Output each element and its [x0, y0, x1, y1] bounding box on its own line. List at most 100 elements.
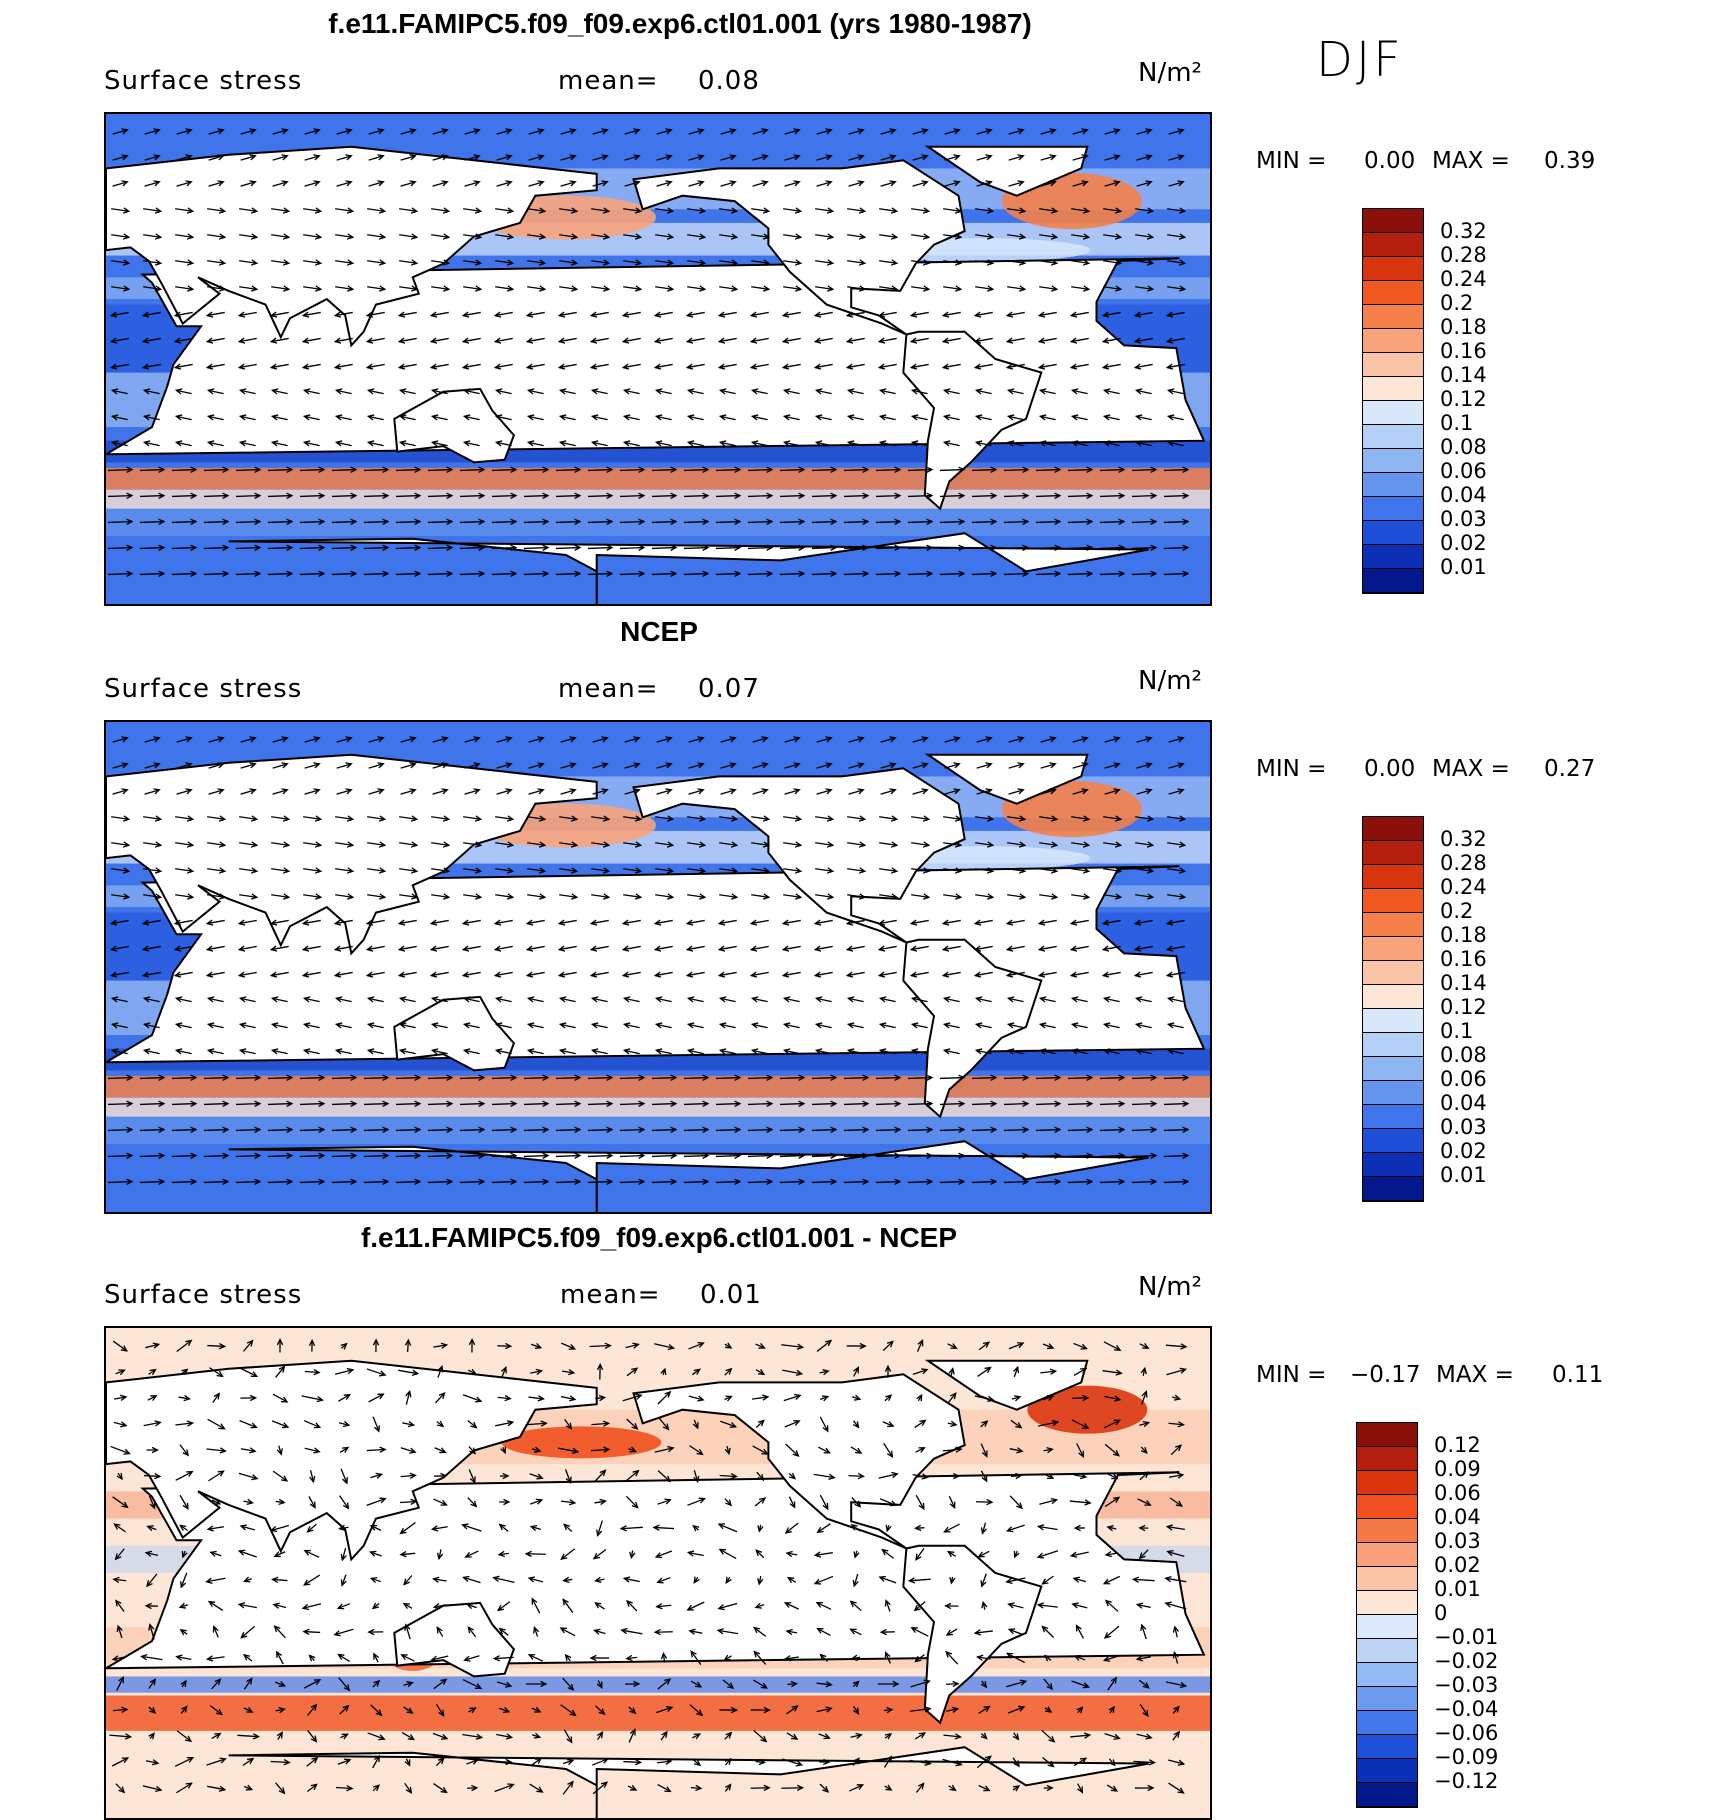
stress-vector [337, 1758, 352, 1765]
stress-vector [209, 1705, 223, 1716]
stress-vector [464, 1550, 479, 1558]
stress-vector [653, 945, 673, 952]
stress-vector [1101, 363, 1121, 370]
stress-band [106, 467, 1210, 490]
colorbar-swatch [1363, 233, 1423, 257]
stress-vector [1133, 945, 1153, 952]
stress-vector [272, 128, 289, 135]
stress-vector [273, 1625, 286, 1639]
stress-vector [781, 1784, 805, 1792]
stress-vector [143, 841, 163, 848]
stress-vector [208, 736, 225, 743]
stress-vector [468, 1337, 476, 1353]
stress-vector [624, 788, 641, 795]
stress-vector [525, 311, 545, 318]
stress-vector [781, 971, 801, 978]
stress-vector [843, 1074, 870, 1081]
stress-vector [1138, 1679, 1150, 1689]
stress-vector [1099, 466, 1126, 473]
stress-vector [523, 518, 550, 525]
stress-vector [980, 1420, 989, 1428]
stress-vector [365, 945, 385, 952]
stress-vector [175, 867, 195, 874]
stress-vector [1037, 971, 1057, 978]
stress-vector [591, 867, 611, 874]
stress-vector [459, 544, 486, 551]
stress-vector [433, 1342, 449, 1349]
stress-vector [971, 466, 998, 473]
stress-vector [1167, 841, 1187, 848]
panel-2-max-label: MAX = [1432, 756, 1510, 782]
stress-vector [527, 233, 547, 240]
stress-vector [782, 440, 800, 447]
stress-vector [816, 1339, 833, 1352]
stress-vector [619, 1126, 646, 1133]
stress-vector [143, 1420, 162, 1427]
stress-vector [781, 919, 801, 926]
stress-vector [974, 388, 992, 395]
stress-vector [239, 815, 259, 822]
stress-vector [587, 1126, 614, 1133]
stress-vector [267, 570, 294, 577]
stress-vector [272, 1602, 287, 1609]
stress-vector [239, 285, 259, 292]
stress-vector [562, 1576, 573, 1584]
stress-vector [625, 1469, 640, 1482]
stress-vector [1140, 1623, 1147, 1640]
stress-vector [946, 1550, 957, 1558]
colorbar-swatch [1363, 305, 1423, 329]
stress-vector [654, 1022, 672, 1029]
stress-vector [363, 466, 390, 473]
stress-vector [107, 544, 134, 551]
stress-vector [815, 285, 835, 292]
stress-vector [813, 363, 833, 370]
stress-vector [532, 1732, 542, 1739]
stress-vector [941, 337, 961, 344]
stress-vector [299, 544, 326, 551]
stress-vector [620, 1627, 643, 1635]
panel-2-units: N/m² [1138, 666, 1202, 696]
stress-vector [816, 736, 833, 743]
stress-vector [811, 1074, 838, 1081]
stress-vector [660, 1651, 668, 1663]
stress-vector [590, 440, 608, 447]
stress-vector [1005, 311, 1025, 318]
stress-vector [463, 893, 483, 900]
stress-vector [562, 1677, 575, 1691]
stress-vector [811, 570, 838, 577]
stress-vector [1075, 1624, 1085, 1639]
stress-vector [977, 1550, 990, 1558]
stress-vector [715, 1126, 742, 1133]
stress-vector [1070, 1732, 1092, 1739]
stress-vector [427, 544, 454, 551]
stress-vector [591, 285, 611, 292]
stress-vector [715, 1100, 742, 1107]
stress-vector [907, 1152, 934, 1159]
stress-vector [1107, 1676, 1118, 1691]
stress-vector [436, 1420, 445, 1428]
stress-vector [398, 1048, 416, 1055]
stress-vector [205, 971, 225, 978]
land-mass [228, 532, 1149, 604]
stress-vector [848, 736, 865, 743]
stress-vector [907, 1074, 934, 1081]
stress-vector [237, 1549, 257, 1558]
colorbar-tick-label: 0.16 [1440, 339, 1487, 363]
stress-vector [142, 388, 160, 395]
stress-vector [1104, 788, 1121, 795]
stress-vector [139, 492, 166, 499]
stress-vector [686, 996, 704, 1003]
stress-vector [115, 1599, 125, 1612]
stress-vector [402, 1602, 413, 1610]
land-mass [632, 159, 966, 336]
stress-vector [1103, 1625, 1120, 1639]
stress-vector [1166, 440, 1184, 447]
stress-vector [404, 1338, 412, 1352]
stress-vector [208, 128, 225, 135]
colorbar-swatch [1357, 1471, 1417, 1495]
panel-1-max-label: MAX = [1432, 148, 1510, 174]
stress-vector [526, 1680, 548, 1688]
colorbar-tick-label: −0.03 [1434, 1673, 1499, 1697]
stress-vector [468, 1469, 476, 1484]
stress-vector [1035, 1126, 1062, 1133]
